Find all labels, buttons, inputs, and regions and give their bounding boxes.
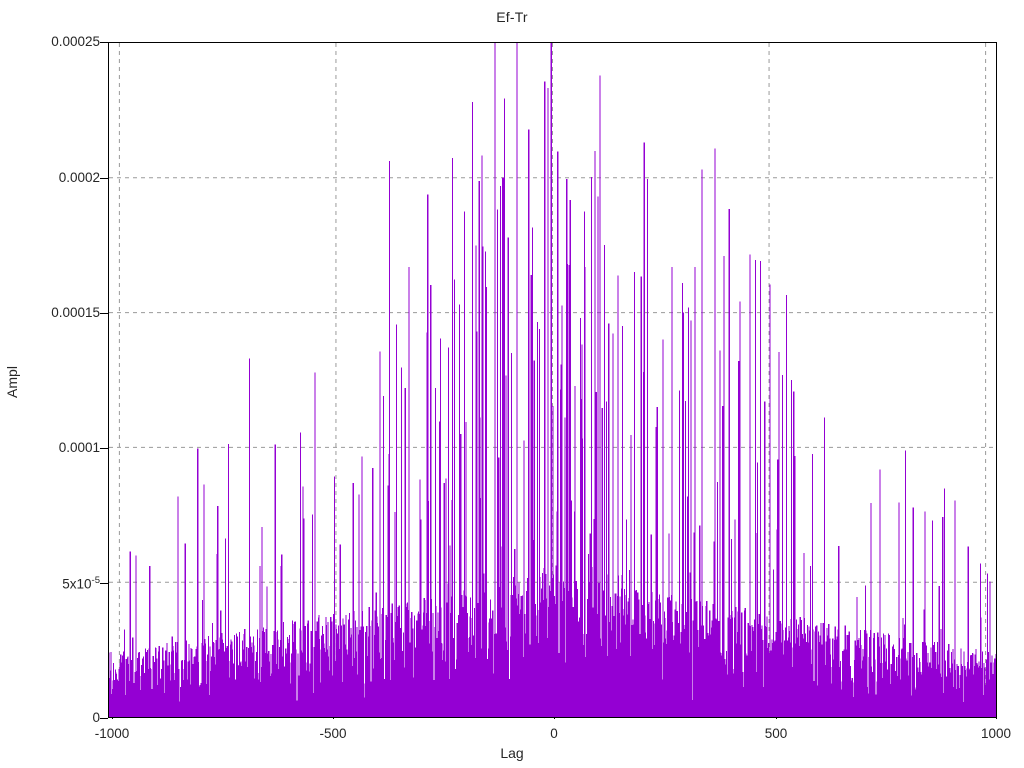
x-axis-label: Lag: [500, 745, 524, 761]
plot-area: [108, 42, 997, 718]
y-tick-label-0.0001: 0.0001: [58, 440, 100, 455]
x-tick-label--1000: -1000: [94, 726, 130, 741]
y-tick-label-5e-5: 5x10-5: [62, 575, 100, 592]
y-tickmark-0.0001: [100, 448, 108, 449]
y-tick-label-0: 0: [92, 710, 100, 725]
x-tick-label-500: 500: [764, 726, 788, 741]
y-tick-label-0.00025: 0.00025: [51, 34, 100, 49]
x-tick-label-0: 0: [550, 726, 558, 741]
y-tickmark-0.0002: [100, 178, 108, 179]
x-tick-label--500: -500: [319, 726, 347, 741]
y-tickmark-0: [100, 718, 108, 719]
x-tick-label-1000: 1000: [980, 726, 1012, 741]
chart-title: Ef-Tr: [496, 9, 528, 25]
impulse-series: [109, 43, 996, 717]
y-tick-label-0.00015: 0.00015: [51, 305, 100, 320]
y-tick-exponent: -5: [91, 575, 100, 586]
y-tick-label-0.0002: 0.0002: [58, 170, 100, 185]
impulse-plot-canvas: [109, 43, 996, 717]
y-tickmark-5e-5: [100, 583, 108, 584]
y-tickmark-0.00015: [100, 313, 108, 314]
y-axis-label: Ampl: [4, 366, 20, 398]
y-tickmark-0.00025: [100, 42, 108, 43]
